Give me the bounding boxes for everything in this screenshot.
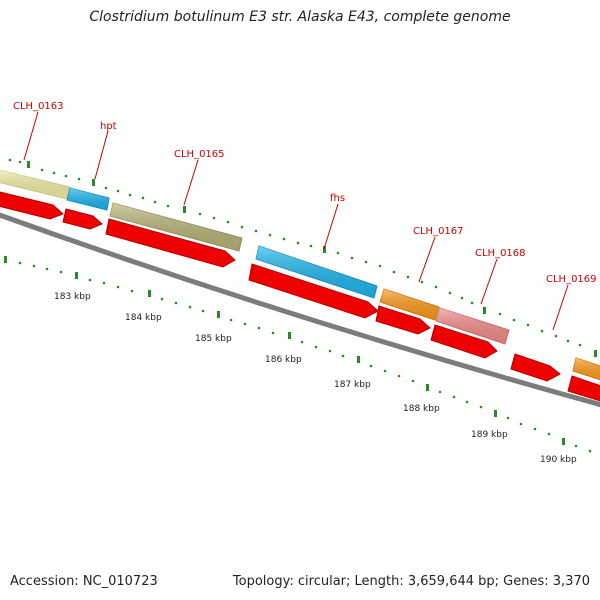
gene-label-CLH_0165: CLH_0165 — [174, 149, 225, 160]
cds-arrow — [248, 263, 379, 319]
tick-row-outer — [8, 158, 597, 357]
cds-arrow — [567, 375, 600, 402]
tick-row-inner — [4, 256, 592, 453]
cds-arrows — [0, 191, 600, 402]
gene-label-CLH_0169: CLH_0169 — [546, 274, 597, 285]
gene-labels: CLH_0163 hpt CLH_0165 fhs CLH_0167 CLH_0… — [13, 101, 597, 285]
gene-label-CLH_0168: CLH_0168 — [475, 248, 526, 259]
accession-text: Accession: NC_010723 — [10, 574, 158, 589]
gene-label-hpt: hpt — [100, 121, 117, 132]
cds-arrow — [430, 324, 498, 359]
cds-arrow — [375, 305, 431, 335]
page-title: Clostridium botulinum E3 str. Alaska E43… — [89, 9, 511, 25]
kbp-label: 188 kbp — [403, 404, 440, 414]
cds-arrow — [0, 191, 64, 220]
cds-arrow — [510, 353, 561, 382]
kbp-label: 189 kbp — [471, 430, 508, 440]
kbp-label: 184 kbp — [125, 313, 162, 323]
kbp-label: 185 kbp — [195, 334, 232, 344]
genome-backbone — [0, 212, 600, 408]
gene-label-fhs: fhs — [330, 193, 345, 204]
genome-summary-text: Topology: circular; Length: 3,659,644 bp… — [232, 574, 590, 589]
kbp-label: 187 kbp — [334, 380, 371, 390]
feature-bands — [0, 169, 600, 381]
gene-label-CLH_0167: CLH_0167 — [413, 226, 464, 237]
cds-arrow — [105, 218, 236, 268]
cds-arrow — [62, 208, 103, 230]
gene-label-CLH_0163: CLH_0163 — [13, 101, 64, 112]
gene-label-leaders — [23, 111, 569, 331]
kbp-label: 190 kbp — [540, 455, 577, 465]
kbp-label: 183 kbp — [54, 292, 91, 302]
kbp-axis-labels: 183 kbp 184 kbp 185 kbp 186 kbp 187 kbp … — [54, 292, 577, 465]
kbp-label: 186 kbp — [265, 355, 302, 365]
